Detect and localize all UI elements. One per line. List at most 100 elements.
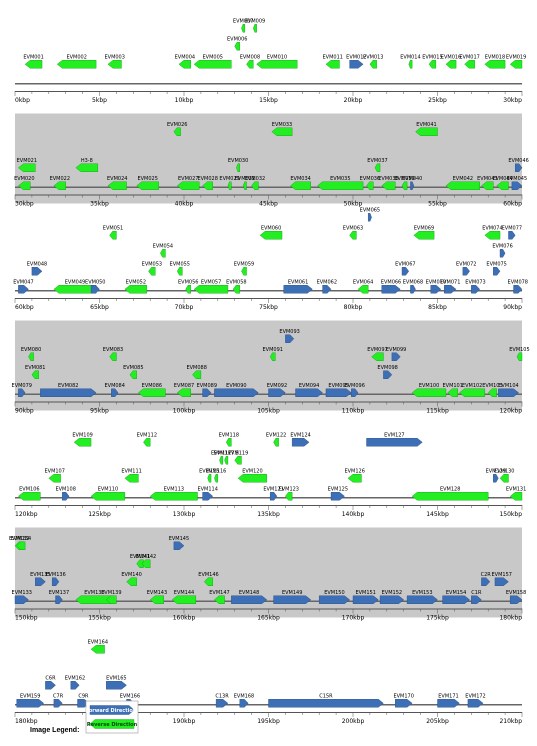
gene-evm022[interactable] xyxy=(53,181,66,190)
gene-evm009[interactable] xyxy=(253,24,257,33)
gene-evm047[interactable] xyxy=(18,285,29,294)
gene-evm110[interactable] xyxy=(90,492,126,501)
gene-evm034[interactable] xyxy=(290,181,311,190)
gene-evm018[interactable] xyxy=(484,60,506,69)
gene-evm145[interactable] xyxy=(173,541,185,550)
gene-evm136[interactable] xyxy=(51,577,60,586)
gene-evm074[interactable] xyxy=(484,231,501,240)
gene-evm032[interactable] xyxy=(251,181,259,190)
gene-evm069[interactable] xyxy=(413,231,435,240)
gene-evm059[interactable] xyxy=(241,267,247,276)
gene-evm118[interactable] xyxy=(226,438,232,447)
gene-evm086[interactable] xyxy=(138,388,166,397)
gene-evm029[interactable] xyxy=(227,181,232,190)
gene-evm082[interactable] xyxy=(40,388,97,397)
gene-evm005[interactable] xyxy=(193,60,232,69)
gene-evm131[interactable] xyxy=(509,492,523,501)
gene-evm112[interactable] xyxy=(143,438,151,447)
gene-evm081[interactable] xyxy=(31,370,39,379)
gene-evm071[interactable] xyxy=(444,285,457,294)
gene-evm147[interactable] xyxy=(214,595,225,604)
gene-evm021[interactable] xyxy=(18,163,36,172)
gene-evm038[interactable] xyxy=(381,181,396,190)
gene-c1r[interactable] xyxy=(471,595,482,604)
gene-evm093[interactable] xyxy=(285,334,295,343)
gene-c6r[interactable] xyxy=(45,681,56,690)
gene-evm044[interactable] xyxy=(496,181,509,190)
gene-evm090[interactable] xyxy=(214,388,259,397)
gene-evm100[interactable] xyxy=(411,388,447,397)
gene-evm040[interactable] xyxy=(410,181,415,190)
gene-evm135[interactable] xyxy=(35,577,46,586)
gene-evm106[interactable] xyxy=(18,492,41,501)
gene-evm079[interactable] xyxy=(18,388,26,397)
gene-evm107[interactable] xyxy=(48,474,61,483)
gene-evm162[interactable] xyxy=(70,681,80,690)
gene-evm053[interactable] xyxy=(148,267,156,276)
gene-h3-8[interactable] xyxy=(75,163,99,172)
gene-c7r[interactable] xyxy=(53,699,63,708)
gene-evm025[interactable] xyxy=(136,181,159,190)
gene-evm046[interactable] xyxy=(515,163,523,172)
gene-c13r[interactable] xyxy=(215,699,229,708)
gene-evm095[interactable] xyxy=(325,388,352,397)
gene-evm099[interactable] xyxy=(391,352,401,361)
gene-evm087[interactable] xyxy=(176,388,191,397)
gene-evm041[interactable] xyxy=(415,127,438,136)
gene-evm152[interactable] xyxy=(379,595,405,604)
gene-evm008[interactable] xyxy=(246,60,254,69)
gene-evm045[interactable] xyxy=(511,181,523,190)
gene-evm076[interactable] xyxy=(499,249,506,258)
gene-evm126[interactable] xyxy=(347,474,362,483)
gene-evm142[interactable] xyxy=(141,559,151,568)
gene-evm113[interactable] xyxy=(149,492,198,501)
gene-evm141[interactable] xyxy=(136,559,144,568)
gene-evm037[interactable] xyxy=(374,163,381,172)
gene-evm091[interactable] xyxy=(269,352,276,361)
gene-c2r[interactable] xyxy=(481,577,491,586)
gene-evm104[interactable] xyxy=(498,388,519,397)
gene-evm149[interactable] xyxy=(273,595,312,604)
gene-evm036[interactable] xyxy=(366,181,374,190)
gene-evm061[interactable] xyxy=(283,285,313,294)
gene-evm016[interactable] xyxy=(445,60,457,69)
gene-evm165[interactable] xyxy=(106,681,127,690)
gene-legend-reverse[interactable] xyxy=(89,719,135,729)
gene-evm039[interactable] xyxy=(401,181,408,190)
gene-evm102[interactable] xyxy=(459,388,486,397)
gene-evm020[interactable] xyxy=(18,181,31,190)
gene-evm159[interactable] xyxy=(16,699,45,708)
gene-evm101[interactable] xyxy=(447,388,458,397)
gene-evm063[interactable] xyxy=(349,231,357,240)
gene-evm042[interactable] xyxy=(445,181,480,190)
gene-evm007[interactable] xyxy=(241,24,246,33)
gene-evm033[interactable] xyxy=(271,127,293,136)
gene-evm072[interactable] xyxy=(462,267,470,276)
gene-evm075[interactable] xyxy=(493,267,501,276)
gene-evm140[interactable] xyxy=(126,577,137,586)
gene-evm139[interactable] xyxy=(105,595,117,604)
gene-evm117[interactable] xyxy=(219,456,224,465)
gene-evm015[interactable] xyxy=(428,60,437,69)
gene-evm048[interactable] xyxy=(31,267,43,276)
gene-evm154[interactable] xyxy=(442,595,470,604)
gene-evm026[interactable] xyxy=(173,127,181,136)
gene-evm098[interactable] xyxy=(383,370,393,379)
gene-evm083[interactable] xyxy=(109,352,117,361)
gene-evm153[interactable] xyxy=(406,595,438,604)
gene-evm120[interactable] xyxy=(237,474,268,483)
gene-evm111[interactable] xyxy=(124,474,139,483)
gene-evm172[interactable] xyxy=(467,699,484,708)
gene-evm122[interactable] xyxy=(273,438,279,447)
gene-evm150[interactable] xyxy=(319,595,350,604)
gene-evm143[interactable] xyxy=(149,595,164,604)
gene-evm128[interactable] xyxy=(411,492,489,501)
gene-evm085[interactable] xyxy=(129,370,137,379)
gene-evm067[interactable] xyxy=(401,267,410,276)
gene-evm017[interactable] xyxy=(464,60,475,69)
gene-evm124[interactable] xyxy=(291,438,310,447)
gene-evm002[interactable] xyxy=(56,60,97,69)
gene-evm116[interactable] xyxy=(214,474,219,483)
gene-evm065[interactable] xyxy=(368,213,372,222)
gene-evm151[interactable] xyxy=(352,595,379,604)
